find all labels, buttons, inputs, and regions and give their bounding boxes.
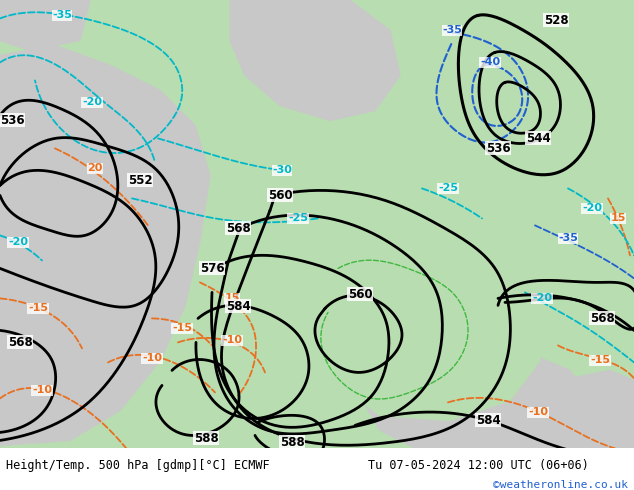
Text: -10: -10 bbox=[528, 407, 548, 417]
Text: -10: -10 bbox=[142, 353, 162, 364]
Text: 528: 528 bbox=[544, 14, 568, 27]
Text: 584: 584 bbox=[226, 300, 250, 313]
Text: -10: -10 bbox=[32, 386, 52, 395]
Text: -35: -35 bbox=[442, 25, 462, 35]
Text: -20: -20 bbox=[532, 294, 552, 303]
Text: 544: 544 bbox=[526, 132, 550, 145]
Polygon shape bbox=[490, 0, 634, 200]
Text: -30: -30 bbox=[272, 166, 292, 175]
Text: 568: 568 bbox=[590, 312, 614, 325]
Polygon shape bbox=[360, 341, 600, 450]
Polygon shape bbox=[325, 266, 540, 420]
Text: 588: 588 bbox=[193, 432, 218, 445]
Text: -35: -35 bbox=[558, 233, 578, 244]
Polygon shape bbox=[230, 0, 400, 121]
Text: -25: -25 bbox=[438, 183, 458, 194]
Text: -15: -15 bbox=[28, 303, 48, 314]
Text: 588: 588 bbox=[280, 436, 304, 449]
Text: 584: 584 bbox=[476, 414, 500, 427]
Polygon shape bbox=[560, 370, 634, 450]
Text: 15: 15 bbox=[611, 214, 626, 223]
Text: 536: 536 bbox=[486, 142, 510, 155]
Text: -10: -10 bbox=[222, 335, 242, 345]
Text: -20: -20 bbox=[8, 237, 28, 247]
Text: 560: 560 bbox=[347, 288, 372, 301]
Text: -20: -20 bbox=[82, 98, 102, 107]
Text: 536: 536 bbox=[0, 114, 24, 127]
Text: -25: -25 bbox=[288, 214, 308, 223]
Text: -40: -40 bbox=[480, 57, 500, 68]
Text: Tu 07-05-2024 12:00 UTC (06+06): Tu 07-05-2024 12:00 UTC (06+06) bbox=[368, 459, 588, 471]
Polygon shape bbox=[0, 46, 210, 445]
Text: 576: 576 bbox=[200, 262, 224, 275]
Text: -35: -35 bbox=[52, 10, 72, 21]
Text: Height/Temp. 500 hPa [gdmp][°C] ECMWF: Height/Temp. 500 hPa [gdmp][°C] ECMWF bbox=[6, 459, 270, 471]
Polygon shape bbox=[0, 0, 90, 50]
Text: 568: 568 bbox=[226, 222, 250, 235]
Text: -15: -15 bbox=[172, 323, 192, 333]
Text: 560: 560 bbox=[268, 189, 292, 202]
Text: 20: 20 bbox=[87, 163, 103, 173]
Text: ©weatheronline.co.uk: ©weatheronline.co.uk bbox=[493, 480, 628, 490]
Text: 552: 552 bbox=[127, 174, 152, 187]
Text: 15: 15 bbox=[224, 294, 240, 303]
Text: -15: -15 bbox=[590, 355, 610, 366]
Text: 568: 568 bbox=[8, 336, 32, 349]
Text: -20: -20 bbox=[582, 203, 602, 214]
